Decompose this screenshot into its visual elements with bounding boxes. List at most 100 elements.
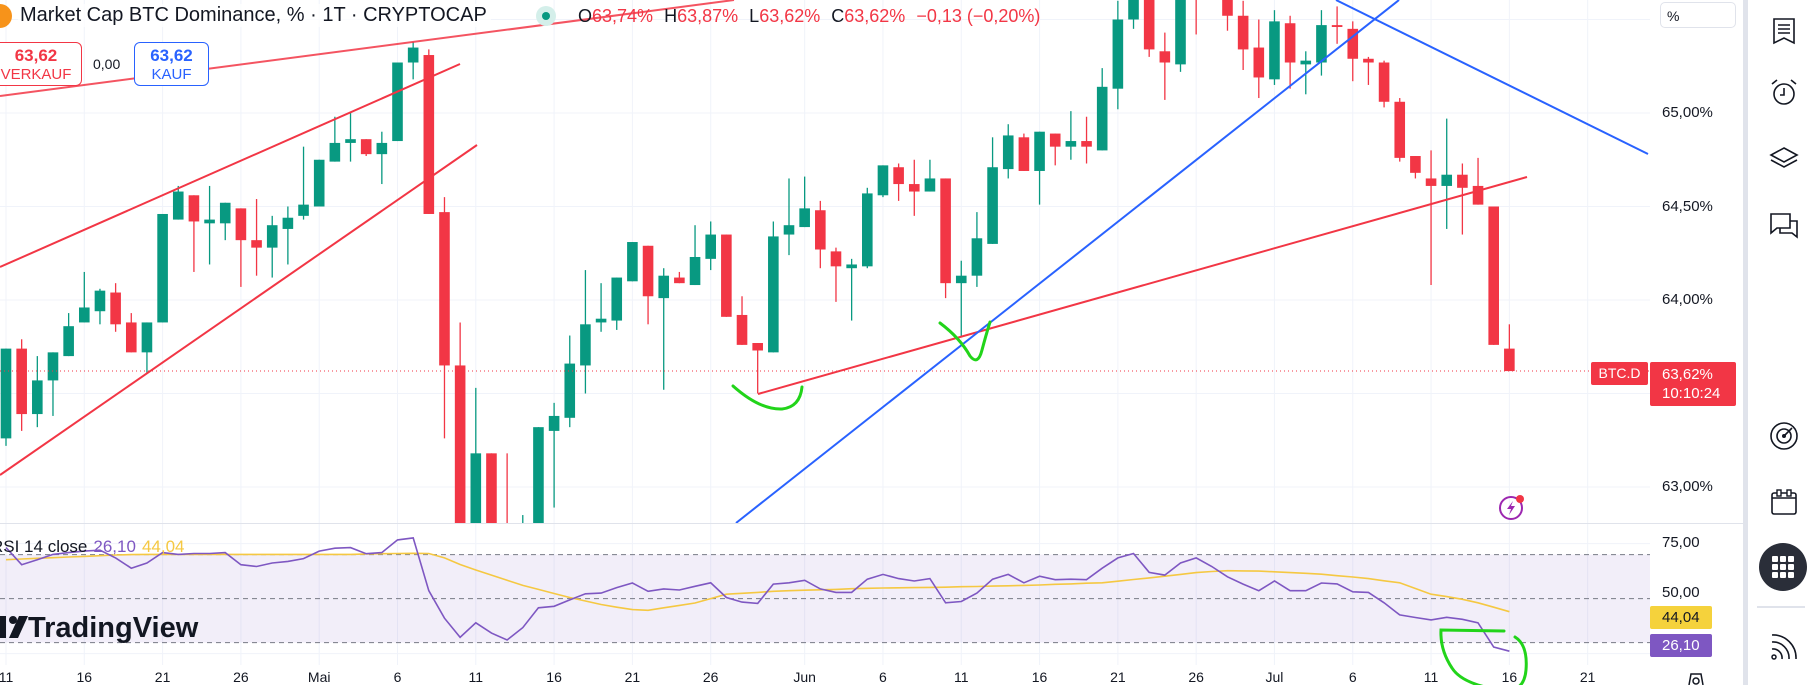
candle-body	[376, 142, 388, 155]
scale-mode-button[interactable]: %	[1660, 2, 1736, 28]
candle-body	[1284, 23, 1296, 63]
candle-body	[1143, 0, 1155, 50]
time-axis-label: Jul	[1265, 669, 1284, 685]
candle-body	[611, 277, 623, 321]
price-axis-label: 64,00%	[1662, 291, 1713, 308]
candle-body	[282, 217, 294, 229]
candle-body	[172, 191, 184, 220]
lightning-icon[interactable]	[1497, 492, 1527, 522]
market-status-icon[interactable]	[536, 6, 556, 26]
candle-body	[1300, 60, 1312, 65]
candle-body	[1410, 156, 1421, 173]
layers-icon[interactable]	[1768, 142, 1800, 174]
hand-drawn-check-annotation[interactable]	[938, 320, 992, 362]
candle-body	[1269, 21, 1280, 80]
candle	[157, 213, 168, 323]
sell-label: VERKAUF	[0, 66, 72, 83]
candle-body	[1034, 131, 1045, 171]
candle	[924, 159, 936, 192]
apps-grid-icon[interactable]	[1759, 543, 1807, 591]
time-axis-label: 11	[468, 669, 484, 685]
candle-body	[862, 193, 873, 267]
candle	[329, 116, 341, 162]
candle-body	[1425, 178, 1437, 186]
broadcast-icon[interactable]	[1768, 630, 1800, 662]
watchlist-icon[interactable]	[1768, 15, 1800, 47]
candle-body	[0, 348, 12, 439]
rsi-legend[interactable]: RSI 14 close 26,10 44,04	[0, 537, 184, 557]
sell-price: 63,62	[14, 46, 58, 65]
price-axis-label: 63,00%	[1662, 478, 1713, 495]
settings-icon[interactable]	[1684, 668, 1708, 685]
candle	[16, 339, 27, 431]
candle	[1331, 6, 1343, 44]
bar-countdown: 10:10:24	[1662, 385, 1721, 402]
candle	[1378, 60, 1390, 108]
candle	[627, 242, 638, 282]
hand-drawn-curve-annotation[interactable]	[731, 384, 804, 411]
candle-body	[768, 236, 779, 353]
candle-body	[1237, 15, 1249, 50]
candle	[1018, 133, 1030, 171]
candle	[595, 283, 607, 332]
time-axis-label: 11	[953, 669, 969, 685]
candle-body	[204, 219, 215, 224]
candle	[0, 348, 12, 446]
candle	[298, 146, 309, 220]
candle-body	[940, 178, 951, 284]
trendline-red-channel-bottom[interactable]	[0, 144, 478, 476]
time-axis-label: 16	[1031, 669, 1048, 685]
candle-body	[533, 427, 544, 523]
price-axis-label: 64,50%	[1662, 197, 1713, 215]
right-sidebar	[1743, 0, 1812, 685]
hand-drawn-circle-annotation[interactable]	[1439, 628, 1528, 685]
candle-body	[125, 322, 137, 353]
candle	[1222, 0, 1233, 31]
candle	[1049, 133, 1061, 166]
candle-body	[502, 524, 513, 543]
rsi-ma-value-tag: 44,04	[1650, 606, 1712, 629]
candle	[1269, 10, 1280, 85]
trendline-red-upper-long[interactable]	[0, 0, 735, 97]
drawings[interactable]	[0, 0, 1649, 523]
candle-body	[110, 292, 121, 325]
watermark-text: TradingView	[28, 612, 199, 644]
candle	[971, 212, 983, 287]
candle-body	[955, 275, 967, 284]
time-axis-label: 16	[76, 669, 93, 685]
time-axis-label: 16	[1501, 669, 1518, 685]
time-axis-label: 26	[702, 669, 719, 685]
time-axis-label: 11	[1423, 669, 1439, 685]
alarm-clock-icon[interactable]	[1768, 76, 1800, 108]
time-axis-label: 6	[393, 669, 402, 685]
candle	[1237, 0, 1249, 70]
candle	[1363, 56, 1374, 85]
symbol-title[interactable]: Market Cap BTC Dominance, % · 1T · CRYPT…	[18, 4, 491, 27]
buy-button[interactable]: 63,62 KAUF	[134, 42, 209, 86]
candle-body	[893, 167, 904, 185]
chart-canvas[interactable]	[0, 0, 1743, 685]
low-key: L	[749, 6, 760, 26]
calendar-icon[interactable]	[1768, 486, 1800, 518]
candle-body	[1378, 62, 1390, 102]
buy-price: 63,62	[150, 46, 193, 65]
candle	[752, 343, 763, 394]
symbol-price-tag: BTC.D	[1591, 362, 1648, 385]
target-icon[interactable]	[1768, 420, 1800, 452]
candle	[877, 165, 889, 198]
candle-body	[799, 208, 810, 228]
trendline-blue-rising[interactable]	[735, 0, 1400, 523]
chat-icon[interactable]	[1768, 209, 1800, 241]
candle-body	[188, 195, 200, 222]
candle-body	[329, 142, 341, 162]
candle-body	[971, 238, 983, 276]
ohlc-legend: O63,74% H63,87% L63,62% C63,62% −0,13 (−…	[578, 6, 1046, 27]
candle	[392, 62, 403, 142]
time-axis-label: 6	[879, 669, 887, 685]
trendline-red-support[interactable]	[757, 176, 1528, 395]
sell-button[interactable]: 63,62 VERKAUF	[0, 42, 82, 86]
candle	[1504, 324, 1515, 372]
candle	[219, 202, 231, 241]
trendline-blue-falling[interactable]	[1335, 0, 1649, 155]
trendline-red-channel-top[interactable]	[0, 63, 461, 268]
